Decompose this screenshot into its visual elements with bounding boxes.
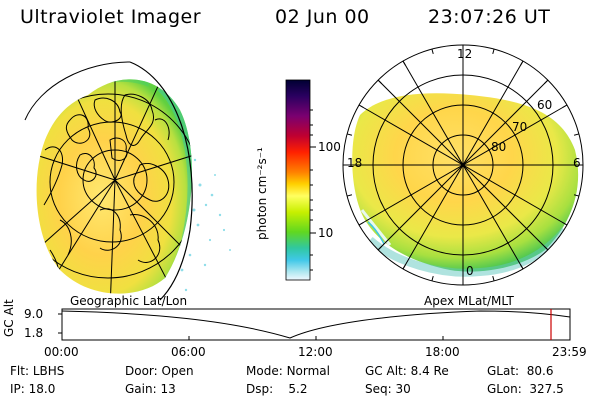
info-dsp: Dsp: 5.2 [246, 382, 308, 396]
info-glon: GLon: 327.5 [487, 382, 564, 396]
mlt-tick [543, 79, 549, 85]
mlt-tick [562, 222, 568, 226]
info-glat: GLat: 80.6 [487, 364, 554, 378]
mlt-tick [346, 194, 353, 197]
mlt-tick [573, 133, 580, 136]
mlt-tick [492, 275, 495, 282]
mlt-label-12: 12 [457, 47, 473, 61]
xtick-0000: 00:00 [44, 345, 79, 359]
mlt-label-0: 0 [466, 264, 474, 278]
lat-label-80: 80 [491, 140, 507, 154]
instrument-title: Ultraviolet Imager [20, 6, 202, 28]
lat-label-70: 70 [512, 120, 528, 134]
mlt-tick [402, 60, 406, 66]
mlt-tick [520, 264, 524, 270]
colorbar-label-10: 10 [318, 226, 334, 240]
xtick-1800: 18:00 [425, 345, 460, 359]
altitude-ytick-1-8: 1.8 [24, 326, 44, 340]
time-label: 23:07:26 UT [428, 6, 551, 28]
apex-caption: Apex MLat/MLT [424, 294, 514, 308]
mlt-tick [573, 194, 580, 197]
mlt-tick [431, 48, 434, 55]
info-gc-alt: GC Alt: 8.4 Re [365, 364, 449, 378]
mlt-tick [431, 275, 434, 282]
info-ip: IP: 18.0 [10, 382, 56, 396]
colorbar [285, 79, 316, 281]
lat-label-60: 60 [537, 98, 553, 112]
info-seq: Seq: 30 [365, 382, 411, 396]
xtick-2359: 23:59 [552, 345, 587, 359]
mlt-label-6: 6 [573, 156, 581, 170]
xtick-0600: 06:00 [171, 345, 206, 359]
colorbar-unit-label: photon cm⁻²s⁻¹ [255, 147, 269, 240]
colorbar-label-100: 100 [318, 140, 341, 154]
mlt-tick [492, 48, 495, 55]
altitude-plot [58, 308, 571, 341]
mlt-tick [358, 222, 364, 226]
mlt-tick [562, 104, 568, 108]
altitude-ytick-9: 9.0 [24, 307, 44, 321]
altitude-ylabel: GC Alt [2, 299, 16, 337]
mlt-tick [520, 60, 524, 66]
mlt-tick [358, 104, 364, 108]
date-label: 02 Jun 00 [275, 6, 370, 28]
mlt-tick [377, 79, 383, 85]
mlt-label-18: 18 [347, 156, 363, 170]
info-door: Door: Open [125, 364, 194, 378]
xtick-1200: 12:00 [298, 345, 333, 359]
info-mode: Mode: Normal [246, 364, 330, 378]
info-flt: Flt: LBHS [10, 364, 65, 378]
mlt-tick [402, 264, 406, 270]
geographic-image-panel [24, 61, 231, 301]
mlt-ring-ticks [343, 45, 583, 285]
apex-polar-panel [342, 44, 584, 286]
mlt-tick [377, 245, 383, 251]
mlt-tick [543, 245, 549, 251]
mlt-tick [346, 133, 353, 136]
geographic-caption: Geographic Lat/Lon [70, 294, 188, 308]
info-gain: Gain: 13 [125, 382, 176, 396]
